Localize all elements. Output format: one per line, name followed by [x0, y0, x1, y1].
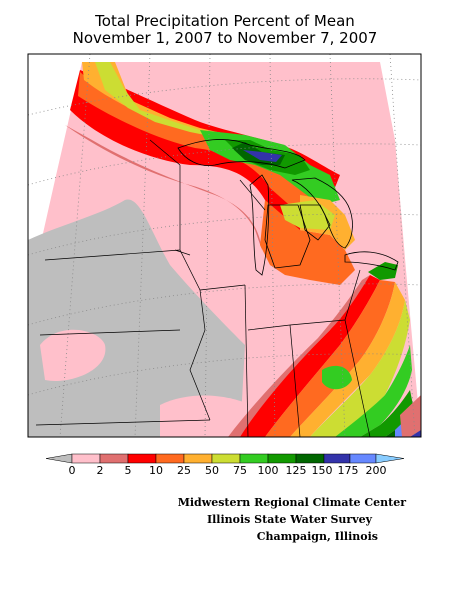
legend-swatch [349, 453, 377, 464]
legend-tick: 5 [124, 464, 132, 477]
legend-swatch [323, 453, 351, 464]
legend-tick: 125 [285, 464, 307, 477]
legend-swatch [99, 453, 129, 464]
credit-survey: Illinois State Water Survey [206, 513, 372, 526]
map-date-range: November 1, 2007 to November 7, 2007 [72, 29, 378, 47]
credit-location: Champaign, Illinois [256, 530, 378, 543]
legend-tick: 50 [205, 464, 219, 477]
credit-organization: Midwestern Regional Climate Center [177, 496, 406, 509]
legend-tick: 100 [257, 464, 279, 477]
legend-swatch [127, 453, 157, 464]
legend-swatch [295, 453, 325, 464]
map-title: Total Precipitation Percent of Mean [95, 12, 355, 30]
color-legend [45, 453, 405, 464]
legend-arrow-low [45, 453, 73, 464]
legend-swatch [239, 453, 269, 464]
legend-swatch [267, 453, 297, 464]
precip-fields [28, 54, 421, 437]
legend-tick: 0 [68, 464, 76, 477]
legend-tick: 25 [177, 464, 191, 477]
legend-arrow-high [375, 453, 405, 464]
legend-tick: 150 [311, 464, 333, 477]
legend-swatch [183, 453, 213, 464]
legend-tick: 2 [96, 464, 104, 477]
legend-tick: 10 [149, 464, 163, 477]
legend-tick: 200 [365, 464, 387, 477]
legend-swatch [155, 453, 185, 464]
legend-swatch [211, 453, 241, 464]
legend-tick: 175 [337, 464, 359, 477]
map-frame [27, 53, 422, 438]
legend-swatch [71, 453, 101, 464]
legend-tick: 75 [233, 464, 247, 477]
